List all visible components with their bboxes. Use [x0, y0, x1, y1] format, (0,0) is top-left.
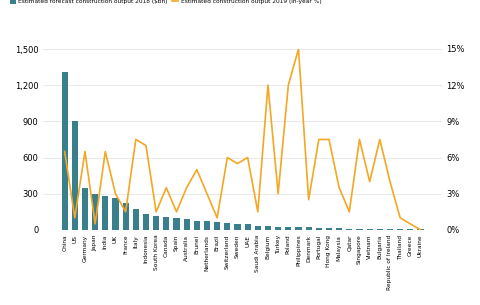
Bar — [306, 228, 312, 230]
Estimated construction output 2019 (in-year %) — [72, 216, 78, 220]
Estimated construction output 2019 (in-year %) — [82, 150, 88, 153]
Bar — [245, 224, 251, 230]
Estimated construction output 2019 (in-year %) — [143, 144, 149, 147]
Bar — [377, 229, 383, 230]
Bar — [92, 194, 98, 230]
Bar — [72, 121, 78, 230]
Estimated construction output 2019 (in-year %) — [286, 83, 291, 87]
Bar — [407, 229, 413, 230]
Bar — [102, 196, 108, 230]
Estimated construction output 2019 (in-year %) — [408, 222, 413, 226]
Estimated construction output 2019 (in-year %) — [194, 168, 200, 171]
Bar — [163, 217, 169, 230]
Estimated construction output 2019 (in-year %) — [347, 210, 352, 213]
Bar — [234, 224, 240, 230]
Bar — [285, 227, 291, 230]
Estimated construction output 2019 (in-year %) — [275, 192, 281, 196]
Bar — [204, 221, 210, 230]
Estimated construction output 2019 (in-year %) — [255, 210, 261, 213]
Estimated construction output 2019 (in-year %) — [387, 180, 393, 184]
Estimated construction output 2019 (in-year %) — [113, 192, 119, 196]
Bar — [316, 228, 322, 230]
Estimated construction output 2019 (in-year %) — [204, 192, 210, 196]
Estimated construction output 2019 (in-year %) — [336, 186, 342, 189]
Bar — [61, 72, 68, 230]
Bar — [112, 198, 119, 230]
Estimated construction output 2019 (in-year %) — [377, 138, 383, 141]
Bar — [173, 218, 180, 230]
Estimated construction output 2019 (in-year %) — [153, 210, 159, 213]
Estimated construction output 2019 (in-year %) — [245, 156, 251, 160]
Estimated construction output 2019 (in-year %) — [102, 150, 108, 153]
Estimated construction output 2019 (in-year %) — [367, 180, 372, 184]
Estimated construction output 2019 (in-year %) — [316, 138, 322, 141]
Bar — [82, 188, 88, 230]
Estimated construction output 2019 (in-year %) — [397, 216, 403, 220]
Estimated construction output 2019 (in-year %) — [418, 228, 423, 232]
Bar — [194, 221, 200, 230]
Estimated construction output 2019 (in-year %) — [235, 162, 240, 165]
Bar — [275, 227, 281, 230]
Bar — [224, 223, 230, 230]
Estimated construction output 2019 (in-year %) — [92, 222, 98, 226]
Estimated construction output 2019 (in-year %) — [62, 150, 68, 153]
Bar — [336, 228, 342, 230]
Bar — [122, 203, 129, 230]
Estimated construction output 2019 (in-year %) — [306, 198, 312, 202]
Bar — [255, 226, 261, 230]
Bar — [326, 228, 332, 230]
Bar — [214, 222, 220, 230]
Bar — [397, 229, 403, 230]
Estimated construction output 2019 (in-year %) — [326, 138, 332, 141]
Estimated construction output 2019 (in-year %) — [265, 83, 271, 87]
Bar — [295, 227, 301, 230]
Bar — [418, 229, 423, 230]
Legend: Estimated forecast construction output 2018 ($bn), Estimated construction output: Estimated forecast construction output 2… — [8, 0, 324, 7]
Estimated construction output 2019 (in-year %) — [163, 186, 169, 189]
Estimated construction output 2019 (in-year %) — [225, 156, 230, 160]
Line: Estimated construction output 2019 (in-year %): Estimated construction output 2019 (in-y… — [65, 49, 420, 230]
Bar — [265, 226, 271, 230]
Estimated construction output 2019 (in-year %) — [123, 210, 129, 213]
Bar — [346, 229, 352, 230]
Estimated construction output 2019 (in-year %) — [184, 186, 190, 189]
Bar — [387, 229, 393, 230]
Estimated construction output 2019 (in-year %) — [214, 216, 220, 220]
Bar — [143, 214, 149, 230]
Estimated construction output 2019 (in-year %) — [133, 138, 139, 141]
Bar — [133, 209, 139, 230]
Estimated construction output 2019 (in-year %) — [174, 210, 180, 213]
Bar — [367, 229, 372, 230]
Estimated construction output 2019 (in-year %) — [357, 138, 362, 141]
Estimated construction output 2019 (in-year %) — [296, 47, 301, 51]
Bar — [183, 219, 190, 230]
Bar — [153, 216, 159, 230]
Bar — [357, 229, 362, 230]
